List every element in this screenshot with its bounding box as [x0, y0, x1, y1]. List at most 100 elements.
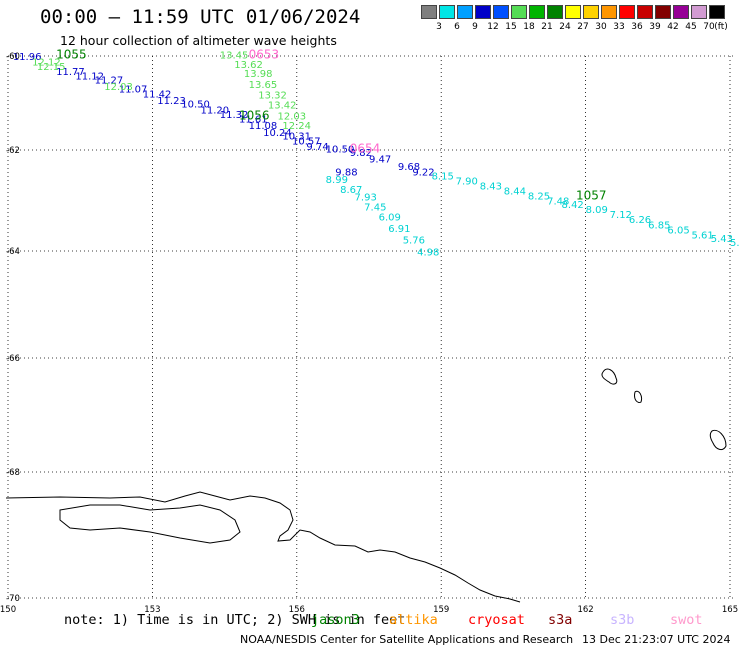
wave-height-value: 11.42: [143, 89, 172, 100]
lon-tick-label: 165: [722, 605, 738, 615]
wave-height-value: 9.88: [335, 167, 357, 178]
island-3: [709, 429, 727, 451]
legend-label: 39: [649, 22, 661, 32]
wave-height-value: 13.32: [258, 90, 287, 101]
lon-tick-label: 159: [433, 605, 449, 615]
wave-height-value: 9.68: [398, 162, 420, 173]
lat-tick-label: -66: [6, 354, 20, 364]
wave-height-value: 8.15: [432, 171, 454, 182]
legend-swatch: [421, 5, 437, 19]
wave-height-value: 5.76: [403, 235, 425, 246]
satellite-s3b: s3b: [610, 612, 635, 628]
coastline: [5, 368, 727, 603]
legend-swatch: [547, 5, 563, 19]
legend-label: 33: [613, 22, 625, 32]
pass-time-label: 1057: [576, 188, 607, 202]
wave-height-value: 9.47: [369, 155, 391, 166]
wave-height-value: 9.82: [350, 148, 372, 159]
axis-labels: 150 153 156 159 162 165 -60 -62 -64 -66 -68 -70: [0, 52, 738, 615]
satellite-s3a: s3a: [548, 612, 573, 628]
wave-height-value: 13.62: [234, 60, 263, 71]
wave-height-value: 6.05: [667, 225, 689, 236]
wave-height-value: 10.31: [282, 132, 311, 143]
lat-tick-label: -68: [6, 468, 20, 478]
wave-height-value: 11.27: [95, 75, 124, 86]
legend-label: 42: [667, 22, 679, 32]
legend-swatch: [709, 5, 725, 19]
lon-tick-label: 150: [0, 605, 16, 615]
wave-height-value: 11.20: [201, 105, 230, 116]
satellite-altika: altika: [389, 612, 438, 628]
coast-inlet: [59, 504, 241, 544]
legend-label: 45: [685, 22, 697, 32]
wave-height-value: 6.85: [648, 220, 670, 231]
lat-tick-label: -64: [6, 247, 20, 257]
lon-tick-label: 153: [144, 605, 160, 615]
wave-height-value: 5.65: [730, 238, 740, 249]
wave-height-value: 11.77: [56, 67, 85, 78]
legend-label: 12: [487, 22, 499, 32]
satellite-swot: swot: [670, 612, 703, 628]
pass-time-label: 1056: [239, 108, 270, 122]
wave-height-value: 11.12: [75, 72, 104, 83]
wave-height-value: 8.42: [562, 200, 584, 211]
legend-swatch: [601, 5, 617, 19]
altimeter-tracks: 11.9611.7711.1211.2711.0711.4211.2310.50…: [13, 50, 740, 258]
wave-height-value: 12.03: [278, 111, 307, 122]
wave-height-value: 6.09: [379, 213, 401, 224]
wave-height-value: 12.12: [32, 57, 61, 68]
graticule: [7, 55, 735, 600]
wave-height-value: 7.45: [364, 203, 386, 214]
wave-height-value: 11.08: [249, 121, 278, 132]
wave-height-value: 8.99: [326, 175, 348, 186]
wave-height-value: 8.43: [480, 181, 502, 192]
legend-label: 36: [631, 22, 643, 32]
legend-swatch: [511, 5, 527, 19]
legend-label: 30: [595, 22, 607, 32]
island-2: [634, 390, 642, 403]
pass-labels: 1055 0653 1056 0654 1057: [56, 47, 606, 202]
legend-swatch: [691, 5, 707, 19]
footer-note: note: 1) Time is in UTC; 2) SWH is in fe…: [64, 612, 406, 628]
wave-height-value: 12.03: [104, 82, 133, 93]
wave-height-value: 6.26: [629, 215, 651, 226]
wave-height-value: 7.93: [355, 193, 377, 204]
legend-label: 3: [436, 22, 442, 32]
lon-tick-label: 162: [577, 605, 593, 615]
lat-tick-label: -60: [6, 52, 20, 62]
wave-height-value: 13.42: [268, 101, 297, 112]
page-subtitle: 12 hour collection of altimeter wave hei…: [60, 33, 337, 48]
wave-height-value: 7.90: [456, 176, 478, 187]
legend-label: 6: [454, 22, 460, 32]
wave-height-value: 11.61: [239, 115, 268, 126]
legend-swatch: [619, 5, 635, 19]
wave-height-value: 11.96: [13, 52, 42, 63]
legend-label: 18: [523, 22, 535, 32]
legend-swatch: [655, 5, 671, 19]
wave-height-value: 13.98: [244, 69, 273, 80]
wave-height-value: 5.43: [711, 234, 733, 245]
credit-text: NOAA/NESDIS Center for Satellite Applica…: [240, 633, 574, 646]
satellite-cryosat: cryosat: [468, 612, 525, 628]
page-title: 00:00 – 11:59 UTC 01/06/2024: [40, 6, 361, 28]
wave-height-value: 9.22: [412, 167, 434, 178]
wave-height-value: 10.57: [292, 136, 321, 147]
wave-height-value: 7.12: [610, 210, 632, 221]
wave-height-value: 8.44: [504, 186, 526, 197]
wave-height-value: 11.07: [119, 85, 148, 96]
legend-label: 24: [559, 22, 571, 32]
legend-swatch: [637, 5, 653, 19]
legend-swatch: [673, 5, 689, 19]
timestamp-text: 13 Dec 21:23:07 UTC 2024: [582, 633, 731, 646]
wave-height-value: 13.45: [220, 50, 249, 61]
legend-label: 27: [577, 22, 589, 32]
wave-height-value: 9.74: [306, 142, 328, 153]
legend-swatch: [529, 5, 545, 19]
wave-height-value: 5.61: [691, 230, 713, 241]
legend-label: 15: [505, 22, 517, 32]
legend-label: 70: [703, 22, 715, 32]
wave-height-value: 8.09: [586, 205, 608, 216]
pass-time-label: 0654: [350, 142, 381, 156]
wave-height-value: 7.48: [547, 197, 569, 208]
